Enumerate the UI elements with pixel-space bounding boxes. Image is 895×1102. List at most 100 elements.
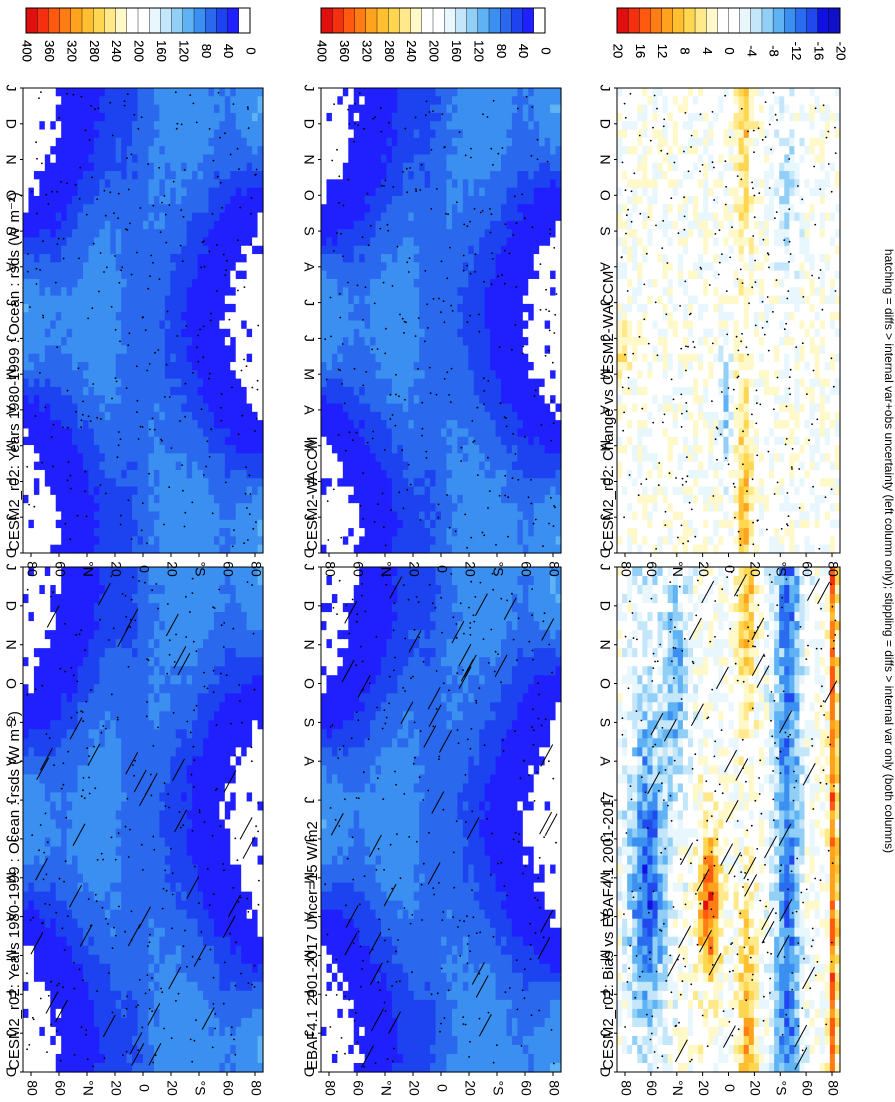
heatmap-cell [50, 972, 57, 983]
heatmap-cell [126, 278, 133, 288]
heatmap-cell [252, 96, 259, 106]
heatmap-cell [110, 1017, 117, 1028]
heatmap-cell [66, 154, 73, 164]
heatmap-cell [137, 900, 144, 911]
heatmap-cell [203, 639, 210, 649]
heatmap-cell [197, 1017, 204, 1028]
heatmap-cell [241, 855, 248, 866]
heatmap-cell [137, 104, 144, 114]
heatmap-cell [88, 270, 95, 280]
heatmap-cell [77, 630, 84, 640]
stipple-dot [90, 689, 92, 691]
stipple-dot [34, 688, 37, 691]
heatmap-cell [33, 684, 40, 694]
heatmap-cell [159, 146, 166, 156]
heatmap-cell [55, 774, 62, 785]
stipple-dot [73, 961, 75, 964]
heatmap-cell [203, 104, 210, 114]
heatmap-cell [175, 900, 182, 911]
heatmap-cell [235, 693, 242, 703]
heatmap-cell [50, 630, 57, 640]
heatmap-cell [66, 212, 73, 222]
stipple-dot [137, 1049, 140, 1052]
heatmap-cell [66, 639, 73, 649]
heatmap-cell [241, 362, 248, 371]
heatmap-cell [186, 612, 193, 622]
heatmap-cell [44, 121, 51, 131]
heatmap-cell [148, 693, 155, 703]
heatmap-cell [143, 154, 150, 164]
heatmap-cell [148, 702, 155, 712]
heatmap-cell [186, 747, 193, 757]
stipple-dot [124, 595, 127, 597]
heatmap-cell [55, 603, 62, 613]
heatmap-cell [224, 411, 231, 421]
heatmap-cell [121, 909, 128, 920]
heatmap-cell [33, 666, 40, 676]
heatmap-cell [143, 981, 150, 992]
heatmap-cell [61, 936, 68, 947]
heatmap-cell [39, 353, 46, 363]
heatmap-cell [126, 104, 133, 114]
stipple-dot [145, 715, 148, 718]
heatmap-cell [230, 918, 237, 929]
heatmap-cell [230, 1062, 237, 1073]
heatmap-cell [50, 378, 57, 388]
heatmap-cell [50, 837, 57, 848]
heatmap-cell [224, 567, 231, 577]
heatmap-cell [104, 461, 111, 471]
heatmap-cell [99, 337, 106, 347]
heatmap-cell [224, 765, 231, 776]
heatmap-cell [208, 720, 215, 730]
heatmap-cell [181, 96, 188, 106]
heatmap-cell [197, 187, 204, 197]
heatmap-cell [93, 1035, 100, 1046]
heatmap-cell [61, 88, 68, 97]
heatmap-cell [148, 96, 155, 106]
heatmap-cell [219, 362, 226, 371]
heatmap-cell [252, 237, 259, 247]
heatmap-cell [77, 846, 84, 857]
heatmap-cell [23, 882, 30, 893]
heatmap-cell [93, 179, 100, 189]
heatmap-cell [66, 657, 73, 667]
heatmap-cell [137, 171, 144, 180]
heatmap-cell [33, 237, 40, 247]
heatmap-cell [104, 738, 111, 748]
stipple-dot [47, 994, 50, 997]
heatmap-cell [252, 990, 259, 1001]
heatmap-cell [246, 810, 253, 821]
heatmap-cell [159, 420, 166, 430]
heatmap-cell [230, 129, 237, 139]
heatmap-cell [241, 810, 248, 821]
heatmap-cell [72, 918, 79, 929]
heatmap-cell [110, 353, 117, 363]
heatmap-cell [143, 428, 150, 438]
month-tick-label: A [3, 757, 19, 767]
heatmap-cell [213, 220, 220, 230]
heatmap-cell [213, 918, 220, 929]
heatmap-cell [126, 237, 133, 247]
heatmap-cell [175, 295, 182, 305]
heatmap-cell [252, 882, 259, 893]
heatmap-cell [224, 1026, 231, 1037]
stipple-dot [163, 782, 166, 785]
heatmap-cell [246, 999, 253, 1010]
heatmap-cell [23, 287, 30, 297]
heatmap-cell [181, 411, 188, 421]
heatmap-cell [50, 411, 57, 421]
heatmap-cell [137, 774, 144, 785]
heatmap-cell [170, 990, 177, 1001]
heatmap-cell [186, 837, 193, 848]
heatmap-cell [148, 287, 155, 297]
heatmap-cell [235, 362, 242, 371]
heatmap-cell [99, 1017, 106, 1028]
month-tick-label: D [3, 601, 19, 611]
heatmap-cell [121, 657, 128, 667]
heatmap-cell [186, 828, 193, 839]
heatmap-cell [115, 337, 122, 347]
heatmap-cell [132, 873, 139, 884]
stipple-dot [75, 634, 78, 636]
heatmap-cell [257, 675, 264, 685]
heatmap-cell [110, 254, 117, 263]
